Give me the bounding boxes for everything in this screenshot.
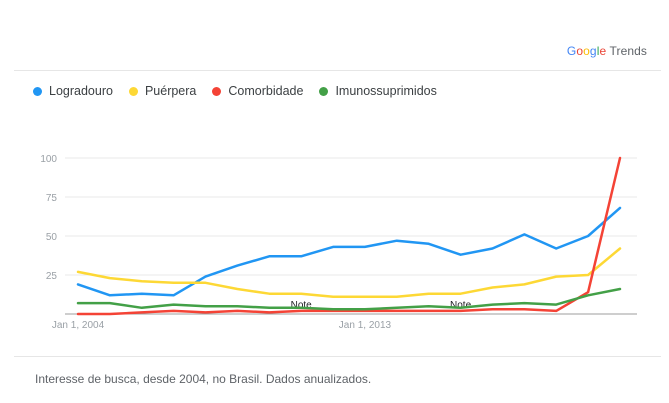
legend-dot-icon — [319, 86, 329, 96]
legend-dot-icon — [212, 86, 222, 96]
logo-letter: e — [599, 44, 607, 58]
y-tick-label: 100 — [40, 154, 57, 165]
chart-legend: Logradouro Puérpera Comorbidade Imunossu… — [33, 84, 437, 98]
logo-letter: l — [596, 44, 600, 58]
logo-letter: G — [566, 44, 577, 58]
chart-caption: Interesse de busca, desde 2004, no Brasi… — [35, 372, 372, 386]
legend-label: Comorbidade — [228, 84, 304, 98]
series-line-imunossuprimidos — [76, 287, 622, 311]
y-tick-label: 25 — [46, 271, 58, 282]
legend-item-logradouro[interactable]: Logradouro — [33, 84, 113, 98]
legend-dot-icon — [128, 86, 138, 96]
x-tick-label: Jan 1, 2004 — [52, 320, 105, 331]
logo-letter: g — [589, 44, 597, 58]
legend-label: Logradouro — [49, 84, 113, 98]
series-line-comorbidade — [76, 156, 622, 316]
logo-letter: o — [576, 44, 584, 58]
y-tick-label: 50 — [46, 232, 58, 243]
logo-trends-word: Trends — [609, 44, 647, 58]
top-divider — [14, 70, 661, 71]
note-annotation: Note — [291, 300, 313, 311]
logo-letter: o — [583, 44, 590, 58]
bottom-divider — [14, 356, 661, 357]
note-annotation: Note — [450, 300, 472, 311]
legend-item-imunossuprimidos[interactable]: Imunossuprimidos — [319, 84, 437, 98]
legend-dot-icon — [33, 86, 42, 96]
legend-label: Imunossuprimidos — [335, 84, 437, 98]
legend-item-comorbidade[interactable]: Comorbidade — [212, 84, 303, 98]
legend-item-puerpera[interactable]: Puérpera — [128, 84, 197, 98]
series-line-puerpera — [76, 247, 622, 299]
legend-label: Puérpera — [144, 84, 197, 98]
series-line-logradouro — [76, 206, 622, 297]
y-tick-label: 75 — [46, 193, 58, 204]
google-trends-logo: Google Trends — [567, 44, 647, 58]
x-tick-label: Jan 1, 2013 — [339, 320, 392, 331]
